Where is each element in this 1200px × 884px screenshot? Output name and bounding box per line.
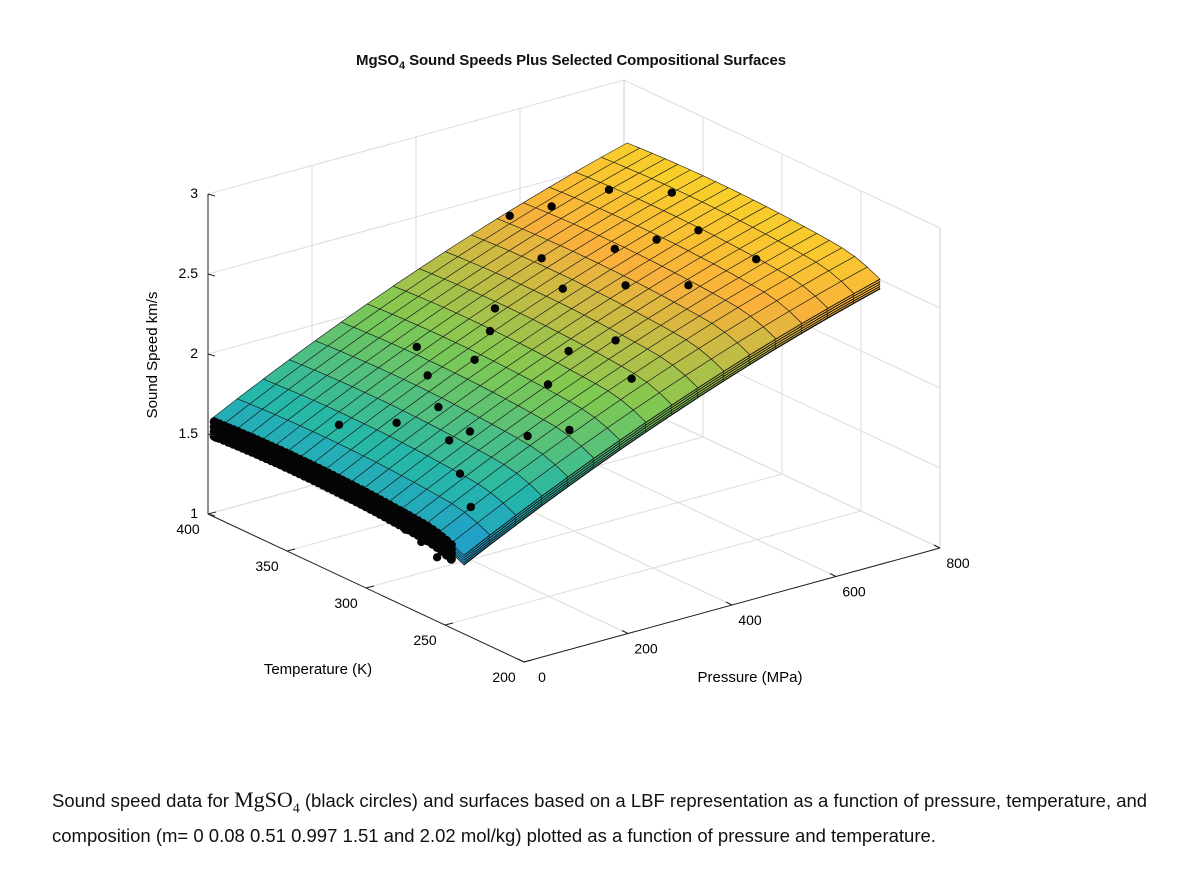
data-point xyxy=(611,336,620,345)
x-tick xyxy=(829,573,837,577)
z-tick xyxy=(207,353,216,357)
data-point xyxy=(445,436,454,445)
data-point xyxy=(537,254,546,263)
x-tick xyxy=(621,630,629,634)
x-axis-label: Pressure (MPa) xyxy=(697,669,802,686)
data-point xyxy=(523,431,532,441)
y-tick xyxy=(365,585,375,589)
data-point xyxy=(392,418,401,427)
data-point xyxy=(209,417,219,427)
x-tick xyxy=(725,601,733,606)
z-tick-label: 1 xyxy=(190,505,198,521)
y-tick-label: 250 xyxy=(413,632,437,648)
data-point xyxy=(466,502,475,512)
chart-title: MgSO4 Sound Speeds Plus Selected Composi… xyxy=(356,52,786,72)
caption-formula: MgSO4 xyxy=(234,787,300,817)
surface-front-edge xyxy=(463,288,881,565)
z-tick xyxy=(207,273,216,277)
data-point xyxy=(610,244,619,254)
data-point xyxy=(470,355,479,364)
data-point xyxy=(434,402,443,412)
data-point xyxy=(565,425,574,435)
data-point xyxy=(543,380,553,389)
data-points-layer xyxy=(209,185,761,564)
data-point xyxy=(505,211,514,220)
data-point xyxy=(558,284,567,293)
data-point xyxy=(604,185,614,194)
surface-front-edge xyxy=(463,286,881,563)
y-tick-label: 350 xyxy=(255,558,279,574)
z-tick xyxy=(207,193,216,197)
y-tick xyxy=(444,622,454,626)
x-tick-label: 600 xyxy=(842,584,866,600)
y-tick-label: 200 xyxy=(492,669,516,685)
y-tick xyxy=(207,511,217,515)
z-tick-label: 1.5 xyxy=(179,425,199,441)
data-point xyxy=(547,202,556,211)
data-point xyxy=(412,342,421,352)
data-point xyxy=(465,427,475,436)
x-tick xyxy=(933,544,941,549)
z-axis-label: Sound Speed km/s xyxy=(144,292,161,419)
surface-plot: 1 1.5 2 2.5 3 0 200 400 600 800 200 250 300 350 400 So… xyxy=(144,79,970,686)
data-point xyxy=(485,326,495,336)
z-tick-label: 2.5 xyxy=(179,265,199,281)
data-point xyxy=(432,553,442,562)
z-tick-label: 2 xyxy=(190,345,198,361)
surface-front-edge xyxy=(463,278,881,556)
y-tick xyxy=(523,659,533,663)
x-tick-label: 0 xyxy=(538,669,546,685)
z-tick xyxy=(207,513,216,517)
data-point xyxy=(752,255,761,264)
data-point xyxy=(334,420,344,429)
y-tick-label: 400 xyxy=(176,521,200,537)
y-tick-label: 300 xyxy=(334,595,358,611)
surface-front-edge xyxy=(463,283,881,561)
data-point xyxy=(652,235,661,244)
x-tick-label: 400 xyxy=(738,612,762,628)
data-point xyxy=(490,304,500,313)
data-point xyxy=(694,226,703,235)
data-point xyxy=(564,346,573,356)
x-tick-label: 200 xyxy=(634,641,658,657)
x-tick-label: 800 xyxy=(946,555,970,571)
data-point xyxy=(621,281,630,290)
data-point xyxy=(684,281,693,290)
data-point xyxy=(423,371,432,380)
y-tick xyxy=(286,548,296,552)
z-tick-label: 3 xyxy=(190,185,198,201)
surface-front-edge xyxy=(463,281,881,559)
y-axis-label: Temperature (K) xyxy=(264,661,372,678)
figure-caption: Sound speed data for MgSO4 (black circle… xyxy=(52,787,1148,847)
data-point xyxy=(667,188,676,197)
data-point xyxy=(627,374,636,383)
surface-layer xyxy=(210,142,881,566)
z-tick xyxy=(207,433,216,437)
axes-layer: 1 1.5 2 2.5 3 0 200 400 600 800 200 250 300 350 400 xyxy=(176,185,970,685)
data-point xyxy=(455,469,465,478)
x-tick xyxy=(517,658,525,663)
